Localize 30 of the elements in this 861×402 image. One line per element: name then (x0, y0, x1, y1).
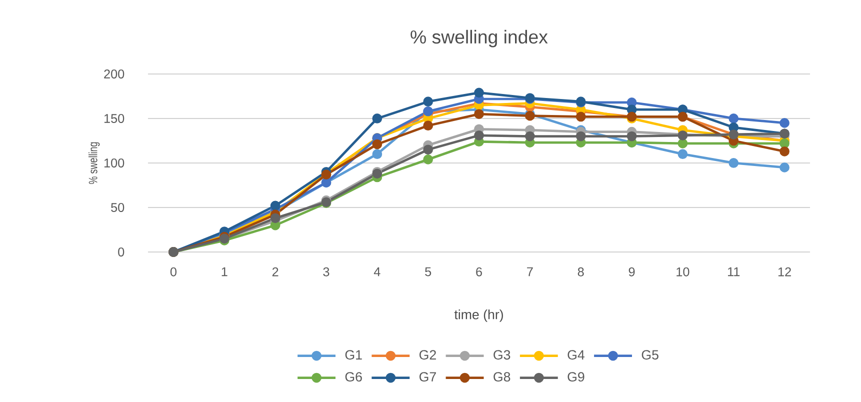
x-tick-label: 6 (476, 267, 482, 276)
legend-label: G5 (642, 350, 658, 360)
x-tick-label: 7 (527, 267, 533, 276)
legend-label: G9 (568, 372, 584, 382)
x-tick-label: 11 (728, 267, 740, 276)
x-tick-label: 4 (374, 267, 380, 276)
legend-label: G6 (345, 372, 362, 382)
x-tick-label: 0 (170, 267, 176, 276)
x-tick-label: 12 (778, 267, 791, 276)
x-axis-title: time (hr) (454, 309, 503, 322)
legend-label: G7 (419, 372, 436, 382)
legend-label: G4 (568, 350, 584, 360)
x-tick-label: 3 (323, 267, 330, 276)
y-tick-label: 0 (118, 248, 124, 256)
y-tick-label: 200 (104, 70, 124, 78)
x-tick-label: 8 (578, 267, 584, 276)
legend-label: G8 (494, 372, 510, 382)
legend-label: G1 (345, 350, 362, 360)
x-tick-label: 5 (425, 267, 432, 276)
chart-title: % swelling index (410, 30, 548, 48)
y-axis-title: % swelling (88, 142, 100, 184)
y-tick-label: 100 (104, 158, 124, 168)
x-tick-label: 9 (628, 267, 635, 276)
x-tick-label: 1 (222, 267, 228, 276)
y-tick-label: 150 (104, 114, 124, 123)
legend-label: G2 (419, 350, 436, 360)
y-tick-label: 50 (111, 203, 124, 212)
x-tick-label: 10 (676, 267, 690, 276)
x-tick-label: 2 (272, 267, 278, 276)
legend-label: G3 (494, 350, 510, 360)
